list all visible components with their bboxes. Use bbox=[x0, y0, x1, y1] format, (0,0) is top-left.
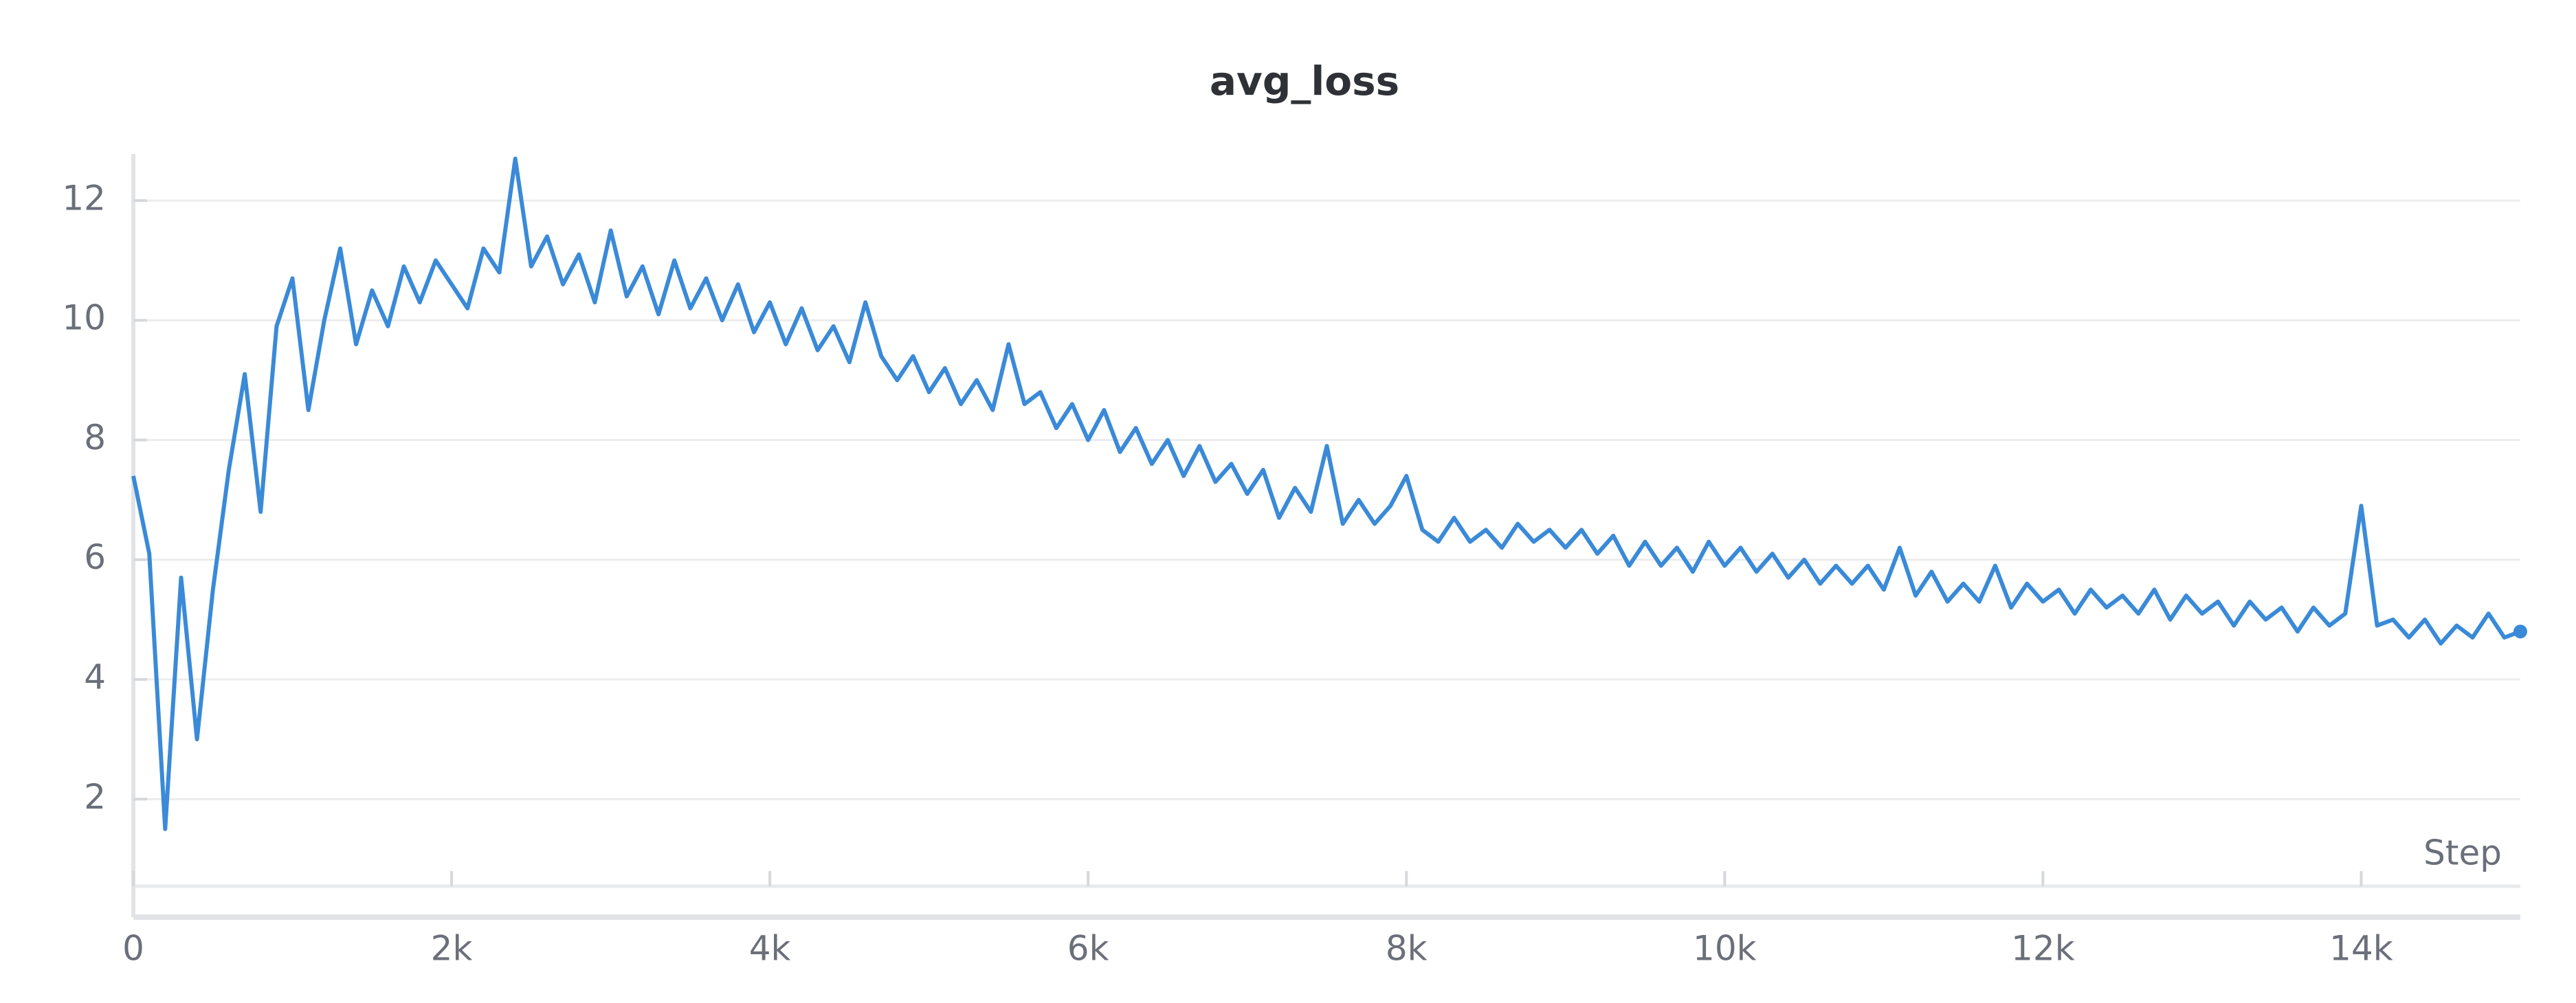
x-tick-label: 14k bbox=[2329, 929, 2393, 969]
y-tick-label: 4 bbox=[84, 657, 106, 697]
x-tick-label: 12k bbox=[2011, 929, 2075, 969]
chart-title: avg_loss bbox=[1210, 58, 1399, 104]
x-tick-label: 2k bbox=[431, 929, 473, 969]
x-tick-label: 6k bbox=[1067, 929, 1109, 969]
end-point bbox=[2513, 624, 2527, 639]
x-tick-label: 0 bbox=[122, 929, 144, 969]
x-axis-label: Step bbox=[2423, 833, 2502, 873]
line-series bbox=[131, 157, 2522, 831]
x-tick-label: 4k bbox=[749, 929, 791, 969]
y-tick-label: 12 bbox=[62, 178, 106, 218]
y-tick-label: 8 bbox=[84, 418, 106, 458]
y-tick-label: 2 bbox=[84, 777, 106, 817]
x-tick-label: 8k bbox=[1386, 929, 1428, 969]
x-tick-label: 10k bbox=[1693, 929, 1757, 969]
y-tick-label: 6 bbox=[84, 537, 106, 577]
y-tick-label: 10 bbox=[62, 298, 106, 338]
